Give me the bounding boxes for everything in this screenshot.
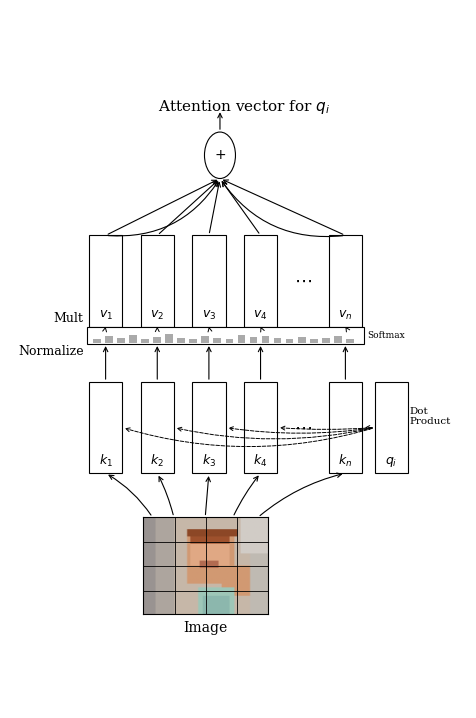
Bar xyxy=(117,337,125,342)
Bar xyxy=(192,236,226,327)
Bar xyxy=(329,382,362,473)
Bar xyxy=(105,337,113,342)
Bar xyxy=(141,382,174,473)
Text: $v_4$: $v_4$ xyxy=(253,309,268,322)
Text: $v_2$: $v_2$ xyxy=(150,309,164,322)
Text: Image: Image xyxy=(183,621,228,635)
Bar xyxy=(298,337,306,342)
Text: Mult: Mult xyxy=(54,312,83,325)
Bar xyxy=(238,335,245,342)
Bar xyxy=(178,337,185,342)
Text: $k_4$: $k_4$ xyxy=(253,452,268,469)
Text: Softmax: Softmax xyxy=(367,331,405,340)
Text: $\cdots$: $\cdots$ xyxy=(294,419,312,437)
Text: $k_1$: $k_1$ xyxy=(99,452,113,469)
Bar xyxy=(262,337,269,342)
Bar xyxy=(244,236,277,327)
Text: $k_n$: $k_n$ xyxy=(338,452,353,469)
Bar xyxy=(213,337,221,342)
Bar xyxy=(153,337,161,342)
Bar xyxy=(286,338,294,342)
Text: $v_3$: $v_3$ xyxy=(202,309,216,322)
Bar xyxy=(249,337,258,342)
Text: $k_3$: $k_3$ xyxy=(202,452,216,469)
Bar xyxy=(192,382,226,473)
Text: Normalize: Normalize xyxy=(18,345,83,358)
Bar xyxy=(274,337,281,342)
Bar xyxy=(322,337,329,342)
Bar xyxy=(189,339,197,342)
Circle shape xyxy=(205,132,236,179)
Text: $v_1$: $v_1$ xyxy=(99,309,113,322)
Bar xyxy=(201,336,209,342)
Bar xyxy=(93,339,101,342)
Text: Dot
Product: Dot Product xyxy=(410,407,451,426)
Text: Attention vector for $q_i$: Attention vector for $q_i$ xyxy=(158,98,330,116)
Bar xyxy=(226,338,233,342)
Bar xyxy=(89,236,122,327)
Bar xyxy=(375,382,408,473)
Text: $\cdots$: $\cdots$ xyxy=(294,272,312,290)
Bar xyxy=(346,338,354,342)
Bar xyxy=(89,382,122,473)
Text: $k_2$: $k_2$ xyxy=(150,452,164,469)
Text: $v_n$: $v_n$ xyxy=(338,309,353,322)
Bar xyxy=(334,337,342,342)
Bar xyxy=(329,236,362,327)
Text: $+$: $+$ xyxy=(214,149,226,162)
Bar xyxy=(141,236,174,327)
Bar xyxy=(165,334,173,342)
Bar xyxy=(87,327,364,344)
Text: $q_i$: $q_i$ xyxy=(386,454,397,469)
Bar xyxy=(141,338,149,342)
Bar xyxy=(310,339,317,342)
Bar xyxy=(129,335,137,342)
Bar xyxy=(244,382,277,473)
